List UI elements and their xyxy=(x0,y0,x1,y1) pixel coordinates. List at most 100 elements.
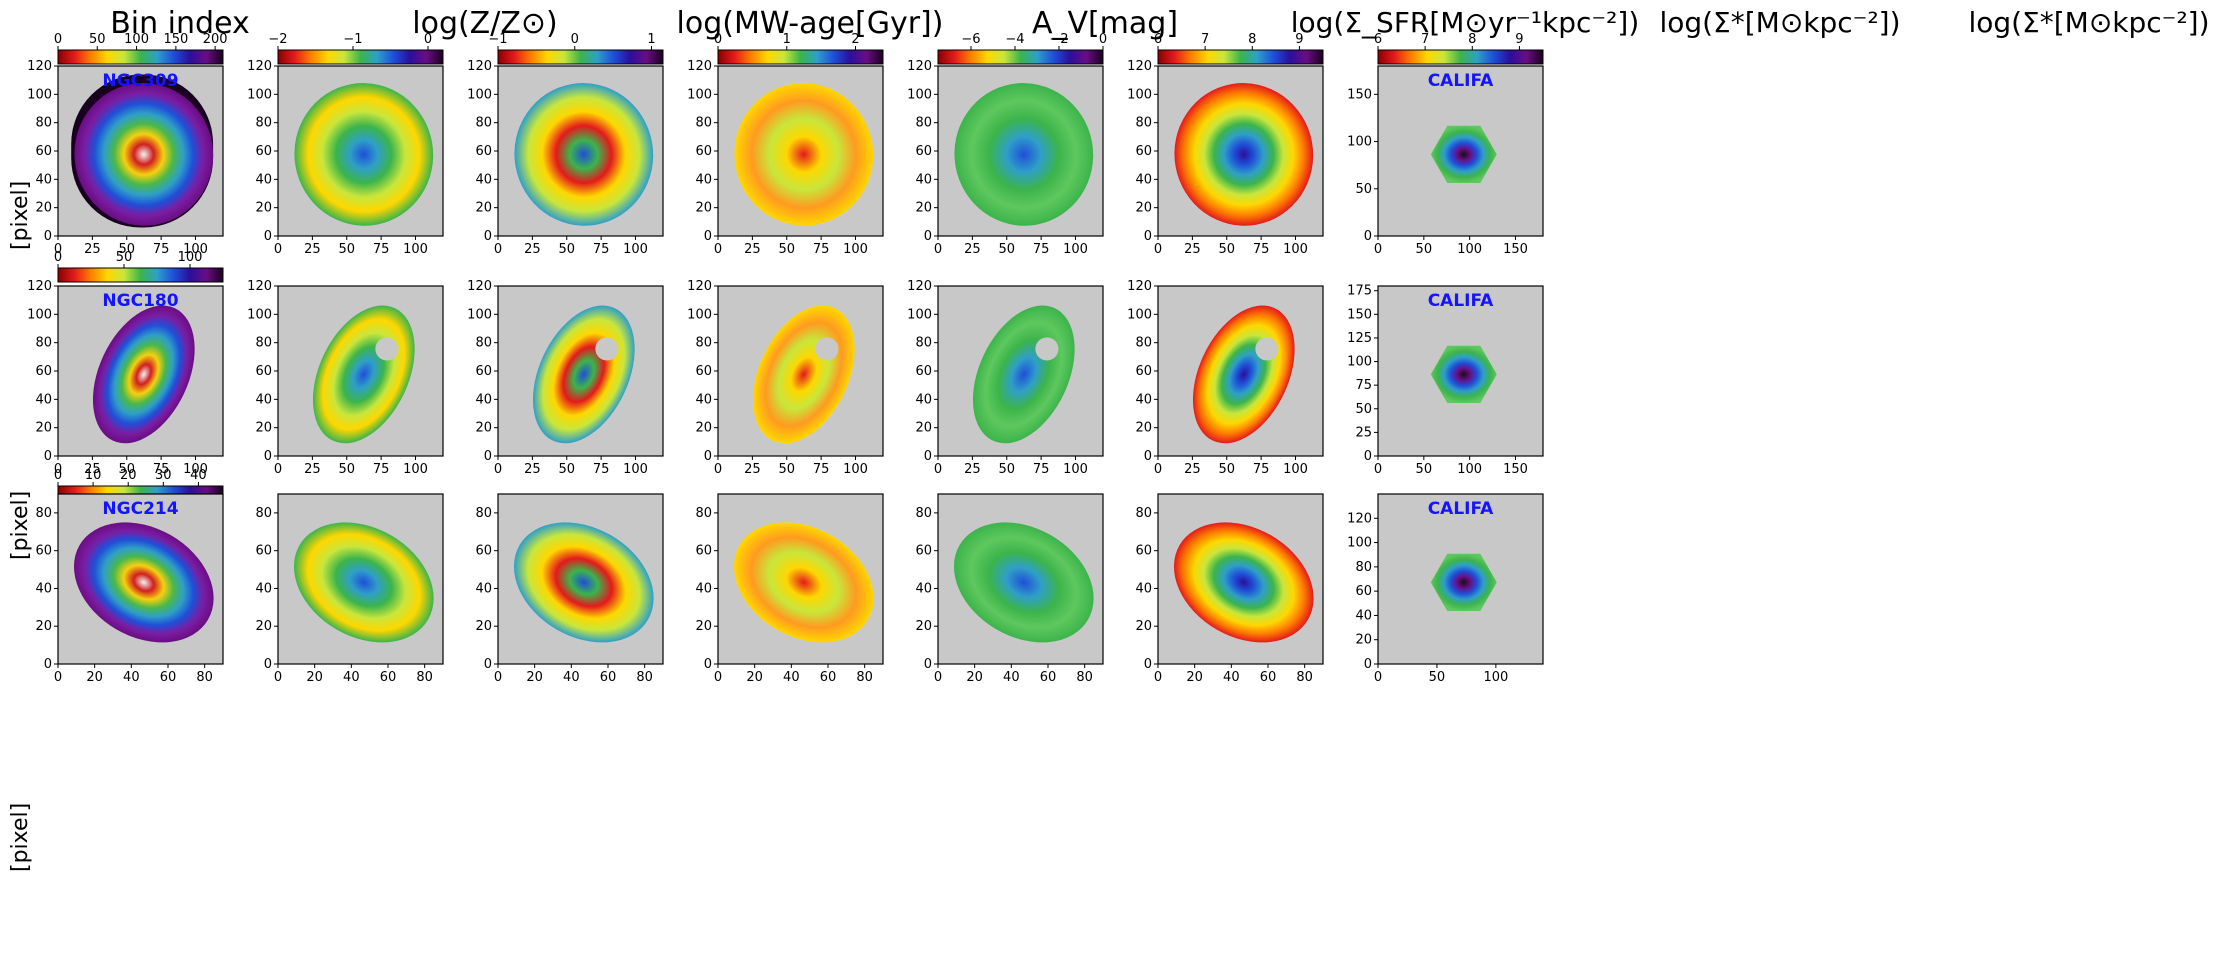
x-tick-label: 60 xyxy=(820,670,837,685)
galaxy-map xyxy=(92,305,195,444)
x-tick-label: 75 xyxy=(373,242,390,257)
y-tick-label: 100 xyxy=(1347,135,1372,150)
y-tick-label: 75 xyxy=(1355,378,1372,393)
x-tick-label: 80 xyxy=(196,670,213,685)
x-tick-label: 50 xyxy=(1416,462,1433,477)
x-tick-label: 60 xyxy=(1260,670,1277,685)
x-tick-label: 20 xyxy=(1186,670,1203,685)
y-tick-label: 60 xyxy=(695,144,712,159)
y-tick-label: 0 xyxy=(704,229,712,244)
col-title-extinction: A_V[mag] xyxy=(1031,6,1179,41)
y-tick-label: 40 xyxy=(35,392,52,407)
x-tick-label: 100 xyxy=(1283,242,1308,257)
panel-frame xyxy=(717,493,884,665)
x-tick-label: 80 xyxy=(856,670,873,685)
y-tick-label: 0 xyxy=(1364,229,1372,244)
y-tick-label: 40 xyxy=(915,581,932,596)
y-tick-label: 120 xyxy=(27,279,52,294)
colorbar-tick-label: −6 xyxy=(961,32,980,47)
colorbar-tick-label: 0 xyxy=(1099,32,1107,47)
colorbar-tick-label: 10 xyxy=(85,468,102,483)
colorbar-gradient xyxy=(277,49,444,65)
x-tick-label: 100 xyxy=(1063,242,1088,257)
colorbar-tick-label: 9 xyxy=(1295,32,1303,47)
x-tick-label: 75 xyxy=(1033,462,1050,477)
y-tick-label: 60 xyxy=(255,544,272,559)
x-tick-label: 50 xyxy=(118,462,135,477)
colorbar: −2 −1 0 xyxy=(268,32,444,65)
y-tick-label: 0 xyxy=(704,657,712,672)
y-tick-label: 40 xyxy=(1135,581,1152,596)
colorbar-tick-label: 100 xyxy=(178,250,203,265)
y-tick-label: 40 xyxy=(695,172,712,187)
y-tick-label: 175 xyxy=(1347,284,1372,299)
colorbar: 0 50 100 150 200 xyxy=(54,32,228,65)
colorbar-tick-label: 6 xyxy=(1154,32,1162,47)
y-tick-label: 40 xyxy=(475,581,492,596)
x-tick-label: 150 xyxy=(1503,242,1528,257)
y-tick-label: 0 xyxy=(44,229,52,244)
x-tick-label: 0 xyxy=(54,462,62,477)
galaxy-map xyxy=(294,83,434,226)
x-tick-label: 0 xyxy=(494,242,502,257)
x-tick-label: 100 xyxy=(183,242,208,257)
x-tick-label: 100 xyxy=(1457,462,1482,477)
y-tick-label: 100 xyxy=(27,307,52,322)
survey-label: CALIFA xyxy=(1428,291,1494,311)
x-tick-label: 0 xyxy=(54,242,62,257)
x-tick-label: 0 xyxy=(1374,242,1382,257)
x-tick-label: 80 xyxy=(636,670,653,685)
x-tick-label: 0 xyxy=(274,462,282,477)
y-tick-label: 120 xyxy=(247,59,272,74)
x-tick-label: 25 xyxy=(1184,242,1201,257)
panel-r2-c1: 0 20 40 60 80 0 20 40 60 80 xyxy=(255,493,444,685)
panel-frame xyxy=(1157,493,1324,665)
y-tick-label: 80 xyxy=(255,506,272,521)
colorbar: 0 50 100 xyxy=(54,250,224,283)
panel-r0-c0: 0 50 100 150 200 NGC309 0 25 50 75 100 0 20 40 60 80 100… xyxy=(27,32,227,257)
y-tick-label: 100 xyxy=(247,307,272,322)
y-tick-label: 100 xyxy=(467,87,492,102)
x-tick-label: 25 xyxy=(744,462,761,477)
y-tick-label: 0 xyxy=(1364,449,1372,464)
colorbar-tick-label: 40 xyxy=(190,468,207,483)
y-tick-label: 80 xyxy=(255,336,272,351)
x-tick-label: 75 xyxy=(1033,242,1050,257)
y-tick-label: 80 xyxy=(1135,506,1152,521)
x-tick-label: 75 xyxy=(153,462,170,477)
x-tick-label: 100 xyxy=(183,462,208,477)
y-tick-label: 20 xyxy=(1135,421,1152,436)
y-tick-label: 40 xyxy=(915,392,932,407)
x-tick-label: 60 xyxy=(380,670,397,685)
y-tick-label: 50 xyxy=(1355,402,1372,417)
panel-r2-c4: 0 20 40 60 80 0 20 40 60 80 xyxy=(915,493,1104,685)
y-tick-label: 0 xyxy=(264,657,272,672)
x-tick-label: 0 xyxy=(934,462,942,477)
col-title-stellar-mass-califa: log(Σ*[M⊙kpc⁻²]) xyxy=(1968,6,2210,39)
x-tick-label: 25 xyxy=(1184,462,1201,477)
colorbar-tick-label: 8 xyxy=(1248,32,1256,47)
galaxy-map xyxy=(293,522,434,643)
galaxy-map xyxy=(954,83,1094,226)
x-tick-label: 20 xyxy=(306,670,323,685)
y-tick-label: 0 xyxy=(924,449,932,464)
x-tick-label: 0 xyxy=(494,462,502,477)
galaxy-map xyxy=(1173,522,1314,643)
colorbar-tick-label: 1 xyxy=(783,32,791,47)
y-tick-label: 40 xyxy=(475,392,492,407)
colorbar-tick-label: 20 xyxy=(120,468,137,483)
panel-frame xyxy=(937,493,1104,665)
x-tick-label: 25 xyxy=(964,462,981,477)
califa-footprint xyxy=(1430,125,1497,183)
y-tick-label: 20 xyxy=(255,201,272,216)
colorbar-tick-label: 0 xyxy=(424,32,432,47)
x-tick-label: 50 xyxy=(338,462,355,477)
colorbar-tick-label: 50 xyxy=(89,32,106,47)
y-tick-label: 0 xyxy=(264,229,272,244)
y-tick-label: 20 xyxy=(35,201,52,216)
colorbar-tick-label: 100 xyxy=(124,32,149,47)
x-tick-label: 0 xyxy=(54,670,62,685)
col-title-sfr: log(Σ_SFR[M⊙yr⁻¹kpc⁻²]) xyxy=(1290,6,1640,39)
col-title-age: log(MW-age[Gyr]) xyxy=(676,6,944,41)
